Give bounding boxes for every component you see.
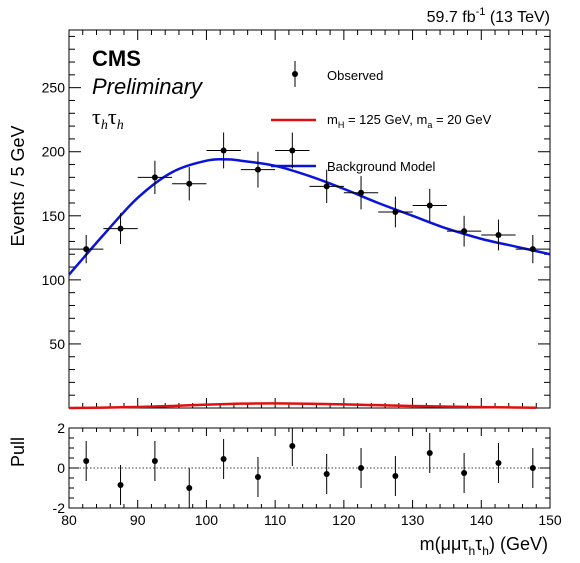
observed-point: [206, 132, 241, 169]
observed-marker: [323, 183, 330, 190]
preliminary-label: Preliminary: [92, 74, 204, 99]
observed-point: [446, 215, 482, 247]
pull-point: [392, 456, 399, 496]
observed-marker: [495, 232, 502, 239]
pull-marker: [220, 456, 227, 462]
ticks-layer: 80 90 100 110 120 130 140 150 50 100 150 200 250 -2 0 2: [42, 30, 562, 528]
y-tick-label-main: 150: [42, 208, 66, 224]
legend-background-label: Background Model: [327, 159, 436, 174]
pull-layer: [69, 428, 550, 508]
observed-point: [515, 235, 550, 264]
y-axis-title-pull: Pull: [8, 437, 28, 467]
pull-marker: [151, 458, 158, 464]
pull-point: [83, 441, 90, 481]
cms-label: CMS: [92, 46, 141, 71]
observed-point: [137, 160, 173, 195]
observed-point: [69, 235, 104, 264]
y-tick-label-main: 250: [42, 80, 66, 96]
x-tick-label: 100: [195, 512, 219, 528]
pull-point: [358, 448, 365, 488]
x-tick-label: 110: [264, 512, 287, 528]
y-tick-label-main: 50: [49, 336, 65, 352]
legend-signal-label: mH = 125 GeV, ma = 20 GeV: [327, 112, 492, 130]
y-tick-label-main: 100: [42, 272, 66, 288]
pull-marker: [461, 470, 468, 476]
pull-marker: [83, 458, 90, 464]
pull-point: [151, 441, 158, 481]
x-tick-label: 130: [401, 512, 425, 528]
legend-observed-label: Observed: [327, 68, 383, 83]
observed-marker: [83, 246, 90, 253]
observed-point: [343, 176, 379, 210]
pull-marker: [254, 474, 261, 480]
pull-marker: [358, 465, 365, 471]
observed-point: [481, 219, 516, 251]
pull-point: [117, 465, 124, 505]
signal-curve: [68, 402, 537, 410]
x-axis-title: m(μμτhτh) (GeV): [420, 534, 548, 558]
pull-marker: [186, 485, 193, 491]
observed-marker: [289, 147, 296, 154]
pull-point: [186, 468, 193, 508]
observed-point: [309, 169, 344, 203]
observed-marker: [358, 189, 365, 196]
x-tick-label: 80: [61, 512, 77, 528]
pull-panel-frame: [68, 427, 551, 509]
pull-marker: [495, 460, 502, 466]
observed-marker: [529, 246, 536, 253]
legend: Observed mH = 125 GeV, ma = 20 GeV Backg…: [271, 61, 492, 174]
observed-marker: [117, 225, 124, 232]
observed-point: [378, 196, 413, 228]
observed-marker: [392, 208, 399, 215]
observed-point: [412, 188, 447, 223]
background-model-curve: [68, 158, 551, 276]
observed-point: [103, 213, 138, 244]
pull-marker: [529, 465, 536, 471]
pull-point: [289, 428, 296, 466]
observed-marker: [151, 174, 158, 181]
observed-marker: [461, 228, 468, 235]
observed-point: [275, 132, 310, 169]
pull-point: [461, 453, 468, 493]
pull-point: [220, 439, 227, 479]
observed-point: [172, 167, 207, 201]
pull-marker: [392, 473, 399, 479]
points-layer: [69, 132, 550, 264]
pull-marker: [289, 443, 296, 449]
pull-point: [254, 457, 261, 497]
observed-marker: [426, 202, 433, 209]
x-tick-label: 140: [470, 512, 494, 528]
x-tick-label: 150: [538, 512, 562, 528]
x-tick-label: 120: [332, 512, 356, 528]
x-tick-label: 90: [130, 512, 146, 528]
observed-point: [240, 151, 276, 188]
pull-point: [323, 454, 330, 494]
observed-marker: [254, 166, 261, 173]
legend-observed-marker: [292, 61, 298, 87]
lumi-label: 59.7 fb-1 (13 TeV): [427, 6, 550, 26]
pull-point: [495, 443, 502, 483]
pull-marker: [323, 471, 330, 477]
pull-point: [529, 448, 536, 488]
y-tick-label-main: 200: [42, 144, 66, 160]
observed-marker: [186, 180, 193, 187]
pull-point: [426, 433, 433, 473]
observed-marker: [220, 147, 227, 154]
curves-layer: [68, 158, 551, 410]
channel-label: τhτh: [92, 104, 124, 133]
y-axis-title-main: Events / 5 GeV: [8, 125, 28, 246]
y-tick-label-pull: 0: [57, 460, 65, 476]
y-tick-label-pull: 2: [57, 420, 65, 436]
pull-marker: [117, 482, 124, 488]
pull-marker: [426, 450, 433, 456]
main-panel-frame: [68, 29, 551, 409]
y-tick-label-pull: -2: [53, 500, 66, 516]
